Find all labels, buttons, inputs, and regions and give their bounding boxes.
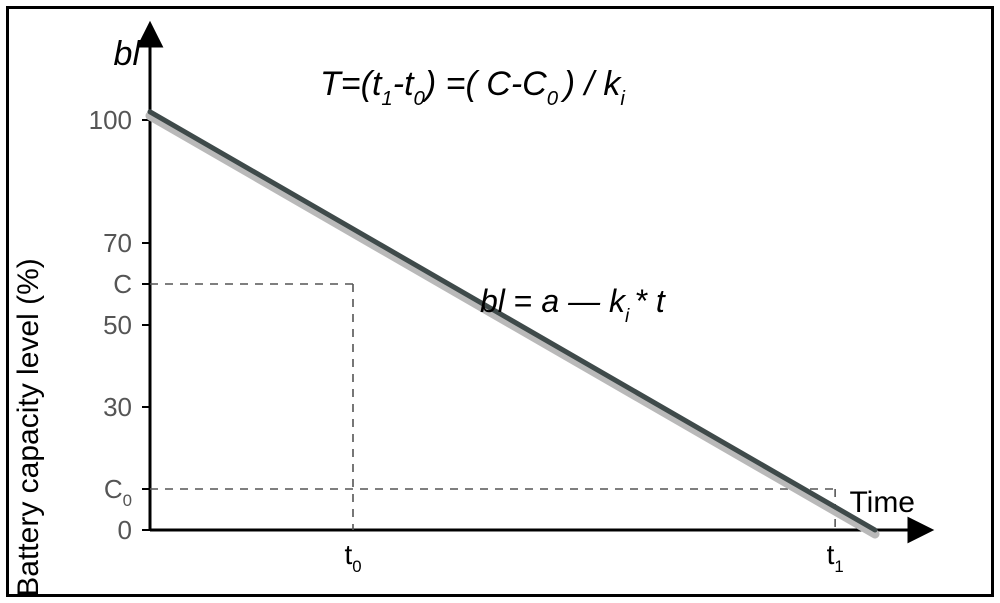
x-axis-label: Time	[849, 486, 915, 519]
y-axis-label: Battery capacity level (%)	[12, 258, 45, 596]
y-tick-label: 70	[103, 228, 132, 258]
y-tick-label: 100	[89, 105, 132, 135]
y-tick-label: 50	[103, 310, 132, 340]
series-shadow	[150, 116, 875, 534]
x-tick-label: t1	[827, 539, 844, 576]
y-tick-label: C0	[104, 474, 132, 510]
y-tick-label: 0	[118, 515, 132, 545]
y-tick-label: C	[113, 269, 132, 299]
y-axis-symbol: bl	[114, 35, 142, 73]
formula-0: T=(t1-t0) =( C-C0 ) / ki	[320, 65, 625, 110]
battery-line	[150, 112, 875, 530]
y-tick-label: 30	[103, 392, 132, 422]
x-tick-label: t0	[344, 539, 361, 576]
chart-svg: 0 C0 30 50 C 70 100 t0 t1Time Battery capacity le…	[0, 0, 1000, 603]
